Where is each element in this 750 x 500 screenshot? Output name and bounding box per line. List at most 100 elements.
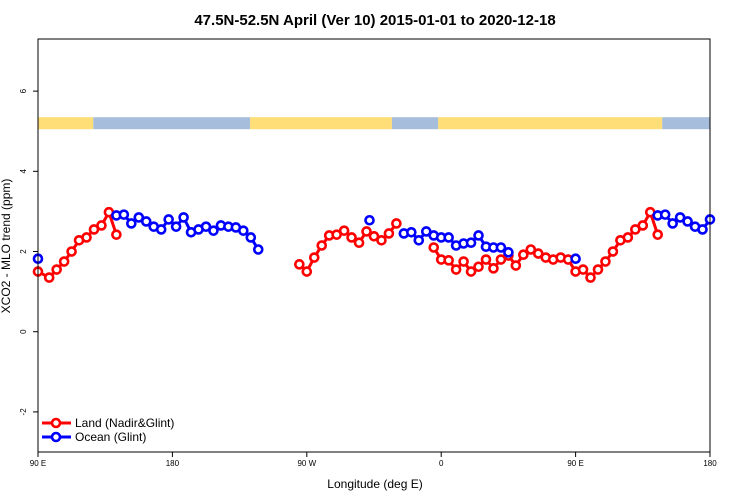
legend-label-ocean: Ocean (Glint) bbox=[75, 430, 146, 444]
data-point bbox=[697, 224, 708, 235]
data-point bbox=[450, 264, 462, 275]
legend-marker-ocean bbox=[50, 431, 62, 443]
data-point bbox=[238, 225, 249, 236]
y-tick-label: 2 bbox=[19, 249, 28, 254]
data-point bbox=[443, 255, 454, 266]
data-point bbox=[252, 244, 264, 255]
y-axis-label: XCO2 - MLO trend (ppm) bbox=[0, 179, 13, 314]
data-point bbox=[592, 264, 604, 275]
data-point bbox=[301, 266, 313, 277]
data-point bbox=[443, 232, 454, 243]
data-point bbox=[51, 264, 62, 275]
data-point bbox=[294, 259, 305, 270]
x-tick-label: 90 W bbox=[297, 459, 316, 468]
data-point bbox=[570, 253, 581, 265]
land-ocean-strip bbox=[38, 117, 710, 130]
data-point bbox=[111, 229, 122, 240]
data-point bbox=[308, 252, 320, 263]
series-land bbox=[32, 206, 664, 283]
data-point bbox=[331, 229, 342, 240]
data-point bbox=[81, 232, 92, 243]
x-tick-label: 90 E bbox=[567, 459, 583, 468]
data-point bbox=[208, 225, 219, 236]
data-point bbox=[58, 256, 70, 267]
data-point bbox=[585, 272, 596, 283]
y-tick-label: 6 bbox=[19, 88, 28, 93]
data-point bbox=[118, 209, 130, 220]
data-point bbox=[140, 216, 152, 227]
data-point bbox=[163, 214, 174, 225]
y-tick-label: 0 bbox=[19, 329, 28, 334]
data-point bbox=[96, 220, 107, 231]
data-point bbox=[316, 240, 328, 251]
x-axis-label: Longitude (deg E) bbox=[327, 477, 422, 491]
data-point bbox=[667, 218, 678, 229]
data-point bbox=[364, 214, 375, 226]
strip-band bbox=[391, 117, 439, 130]
data-point bbox=[532, 248, 544, 259]
data-point bbox=[652, 229, 664, 240]
strip-band bbox=[662, 117, 710, 130]
y-tick-label: -2 bbox=[19, 408, 28, 416]
data-point bbox=[368, 230, 380, 242]
data-point bbox=[126, 218, 137, 229]
data-point bbox=[406, 226, 417, 238]
strip-band bbox=[93, 117, 251, 130]
data-point bbox=[66, 246, 77, 257]
data-point bbox=[376, 234, 387, 246]
data-point bbox=[503, 247, 514, 258]
plot-frame bbox=[37, 38, 711, 453]
data-point bbox=[245, 232, 257, 243]
data-point bbox=[622, 232, 634, 243]
data-point bbox=[88, 224, 100, 235]
data-point bbox=[637, 220, 649, 231]
data-point bbox=[413, 234, 425, 246]
data-point bbox=[495, 242, 507, 253]
data-point bbox=[458, 256, 469, 267]
x-tick-label: 0 bbox=[439, 459, 444, 468]
data-point bbox=[518, 249, 529, 261]
data-point bbox=[391, 218, 402, 229]
y-axis: -2 0 2 4 6 bbox=[19, 88, 38, 415]
data-point bbox=[133, 212, 145, 223]
data-point bbox=[473, 230, 484, 241]
series-ocean bbox=[32, 209, 716, 265]
data-point bbox=[488, 263, 499, 274]
y-tick-label: 4 bbox=[19, 169, 28, 174]
legend: Land (Nadir&Glint) Ocean (Glint) bbox=[42, 416, 174, 444]
data-point bbox=[473, 261, 484, 273]
data-point bbox=[420, 226, 432, 237]
data-point bbox=[43, 272, 55, 283]
data-point bbox=[577, 264, 589, 275]
data-point bbox=[361, 226, 372, 237]
data-point bbox=[682, 216, 693, 227]
data-point bbox=[338, 225, 350, 236]
data-point bbox=[659, 209, 671, 220]
x-tick-label: 90 E bbox=[30, 459, 46, 468]
data-point bbox=[428, 242, 440, 253]
strip-band bbox=[438, 117, 663, 130]
chart-title: 47.5N-52.5N April (Ver 10) 2015-01-01 to… bbox=[194, 12, 555, 29]
legend-label-land: Land (Nadir&Glint) bbox=[75, 416, 174, 430]
data-point bbox=[346, 232, 357, 243]
data-point bbox=[178, 212, 189, 223]
x-tick-label: 180 bbox=[703, 459, 717, 468]
x-axis: 90 E 180 90 W 0 90 E 180 bbox=[30, 452, 717, 468]
x-tick-label: 180 bbox=[166, 459, 180, 468]
data-point bbox=[480, 254, 492, 265]
data-point bbox=[607, 246, 619, 257]
data-point bbox=[630, 224, 641, 235]
data-point bbox=[155, 224, 167, 235]
data-point bbox=[510, 260, 522, 271]
strip-band bbox=[250, 117, 392, 130]
data-point bbox=[525, 244, 537, 255]
data-point bbox=[200, 221, 212, 232]
data-point bbox=[170, 221, 182, 232]
data-point bbox=[383, 228, 395, 239]
data-point bbox=[495, 254, 507, 265]
series-group bbox=[32, 206, 716, 283]
data-point bbox=[600, 256, 611, 267]
data-point bbox=[353, 237, 365, 248]
data-point bbox=[465, 237, 477, 248]
